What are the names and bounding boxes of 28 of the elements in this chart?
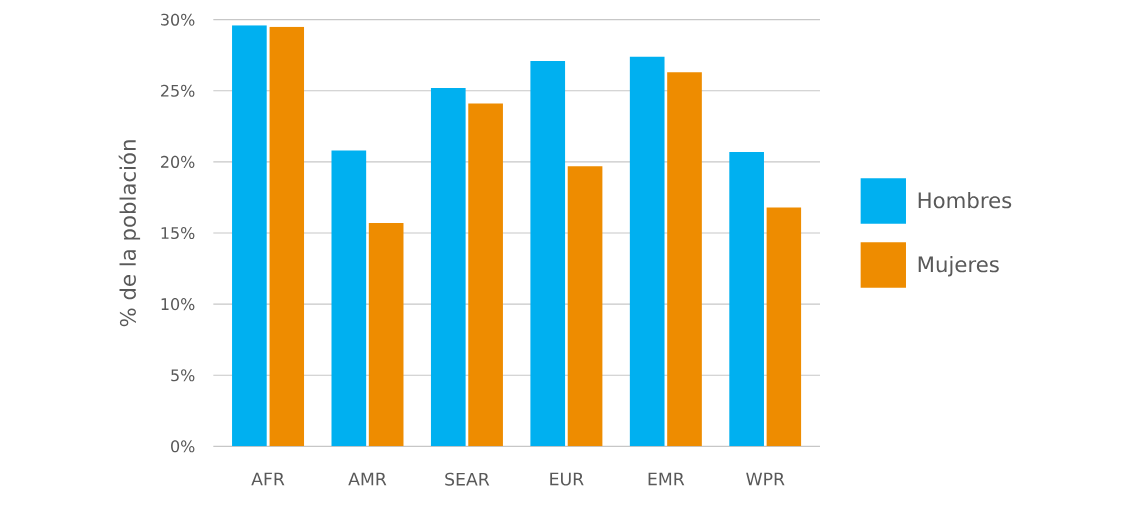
y-tick-label: 10% [161, 298, 195, 311]
x-tick-label: EUR [550, 472, 584, 486]
bar [269, 26, 305, 447]
bar [430, 87, 466, 447]
x-tick-label: AFR [251, 472, 285, 486]
legend-label: Mujeres [918, 255, 999, 277]
y-tick-label: 20% [161, 155, 195, 168]
bar [567, 166, 603, 447]
x-tick-label: WPR [746, 472, 785, 486]
bar [368, 223, 404, 447]
bar [766, 207, 802, 447]
bar [629, 56, 665, 447]
y-tick-label: 25% [161, 84, 195, 97]
x-tick-label: EMR [648, 472, 685, 486]
bar [667, 72, 702, 447]
bar [530, 60, 566, 447]
y-tick-label: 30% [161, 13, 195, 26]
legend-label: Hombres [918, 191, 1012, 209]
y-axis-title: % de la población [118, 140, 141, 327]
y-tick-label: 0% [171, 440, 195, 453]
x-tick-label: SEAR [445, 472, 490, 486]
bar [729, 151, 764, 447]
bar [232, 25, 267, 447]
y-tick-label: 5% [171, 369, 195, 382]
bar [331, 150, 367, 447]
bar [468, 103, 503, 447]
y-tick-label: 15% [161, 226, 195, 240]
x-tick-label: AMR [348, 472, 387, 486]
